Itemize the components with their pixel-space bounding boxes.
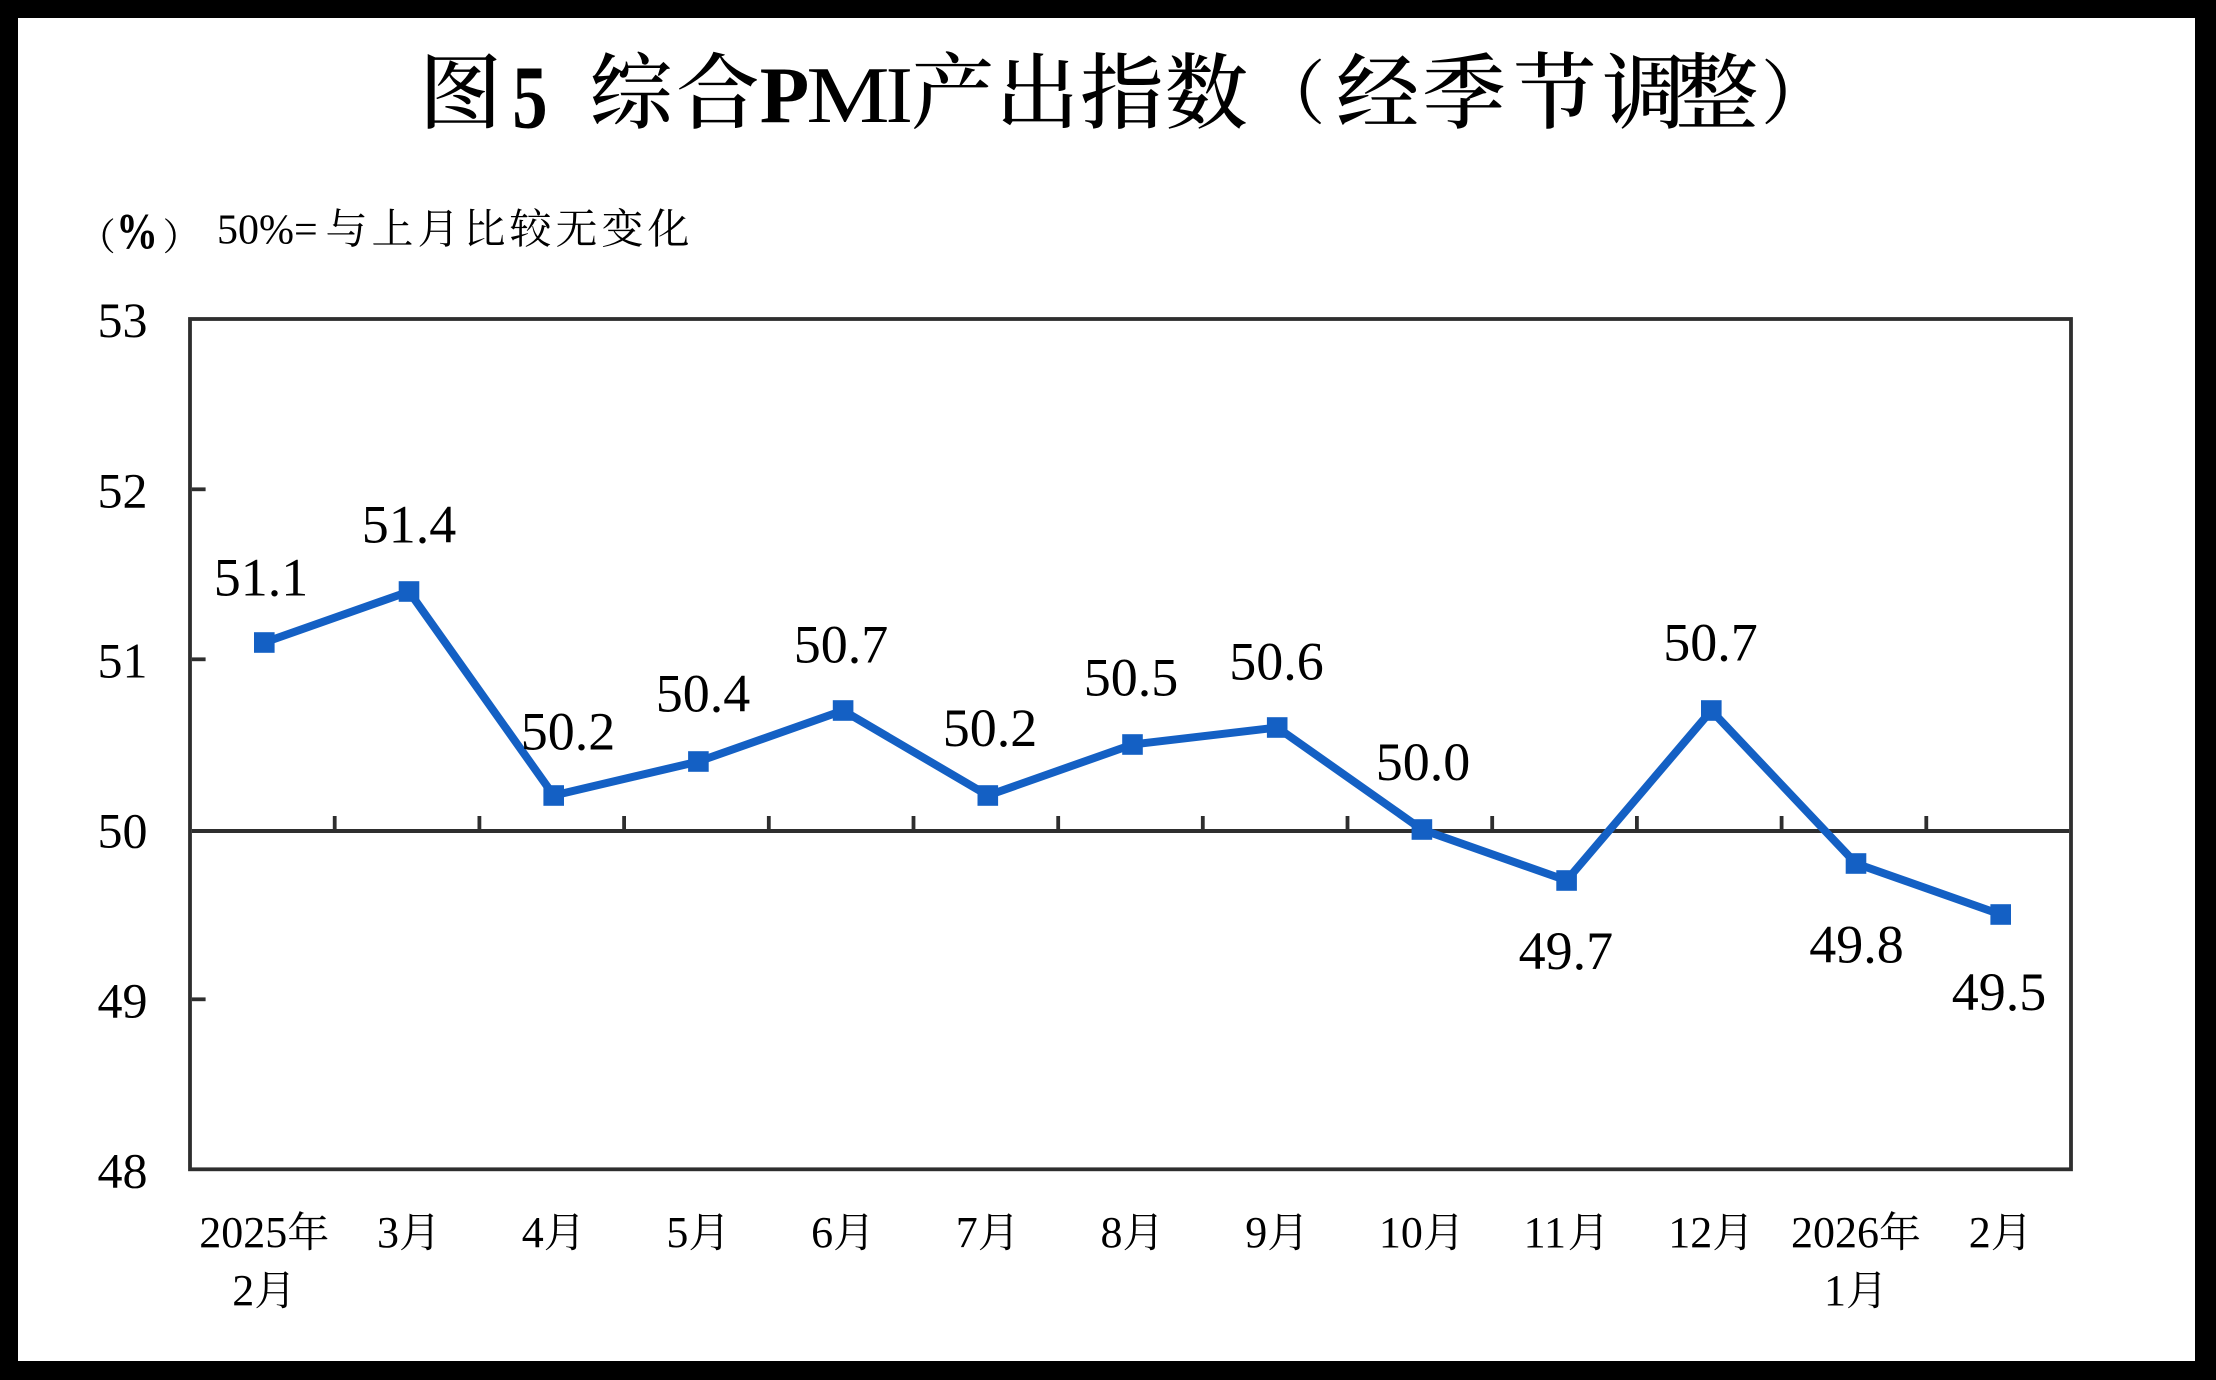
svg-text:5: 5 <box>512 47 547 147</box>
svg-text:50.0: 50.0 <box>1376 732 1471 792</box>
svg-text:49.5: 49.5 <box>1952 962 2047 1022</box>
svg-text:50: 50 <box>98 802 148 858</box>
svg-text:2025: 2025 <box>199 1208 287 1257</box>
svg-text:M: M <box>806 50 889 140</box>
svg-text:P: P <box>760 50 809 140</box>
svg-text:50.7: 50.7 <box>1663 613 1758 673</box>
svg-text:2: 2 <box>232 1266 254 1315</box>
svg-text:2026: 2026 <box>1791 1208 1879 1257</box>
svg-text:12: 12 <box>1668 1208 1712 1257</box>
svg-text:48: 48 <box>98 1142 148 1198</box>
svg-text:I: I <box>886 50 913 140</box>
svg-text:50.4: 50.4 <box>656 664 751 724</box>
svg-text:6: 6 <box>811 1208 833 1257</box>
svg-text:1: 1 <box>1824 1266 1846 1315</box>
svg-text:50.2: 50.2 <box>521 702 616 762</box>
svg-text:8: 8 <box>1101 1208 1123 1257</box>
svg-text:49.7: 49.7 <box>1519 921 1614 981</box>
svg-text:51: 51 <box>98 632 148 688</box>
svg-text:50.2: 50.2 <box>943 698 1038 758</box>
svg-text:11: 11 <box>1524 1208 1566 1257</box>
svg-text:49.8: 49.8 <box>1809 915 1904 975</box>
svg-text:5: 5 <box>666 1208 688 1257</box>
svg-text:52: 52 <box>98 462 148 518</box>
svg-text:3: 3 <box>377 1208 399 1257</box>
svg-text:2: 2 <box>1969 1208 1991 1257</box>
svg-text:10: 10 <box>1379 1208 1423 1257</box>
svg-text:49: 49 <box>98 972 148 1028</box>
svg-text:50%=: 50%= <box>217 208 318 254</box>
svg-text:9: 9 <box>1245 1208 1267 1257</box>
svg-text:50.6: 50.6 <box>1229 632 1324 692</box>
svg-text:4: 4 <box>522 1208 544 1257</box>
svg-text:51.1: 51.1 <box>214 548 309 608</box>
svg-text:51.4: 51.4 <box>362 495 457 555</box>
svg-text:50.7: 50.7 <box>794 615 889 675</box>
svg-text:%: % <box>116 204 158 261</box>
svg-text:7: 7 <box>956 1208 978 1257</box>
svg-text:53: 53 <box>98 292 148 348</box>
svg-text:50.5: 50.5 <box>1084 648 1179 708</box>
